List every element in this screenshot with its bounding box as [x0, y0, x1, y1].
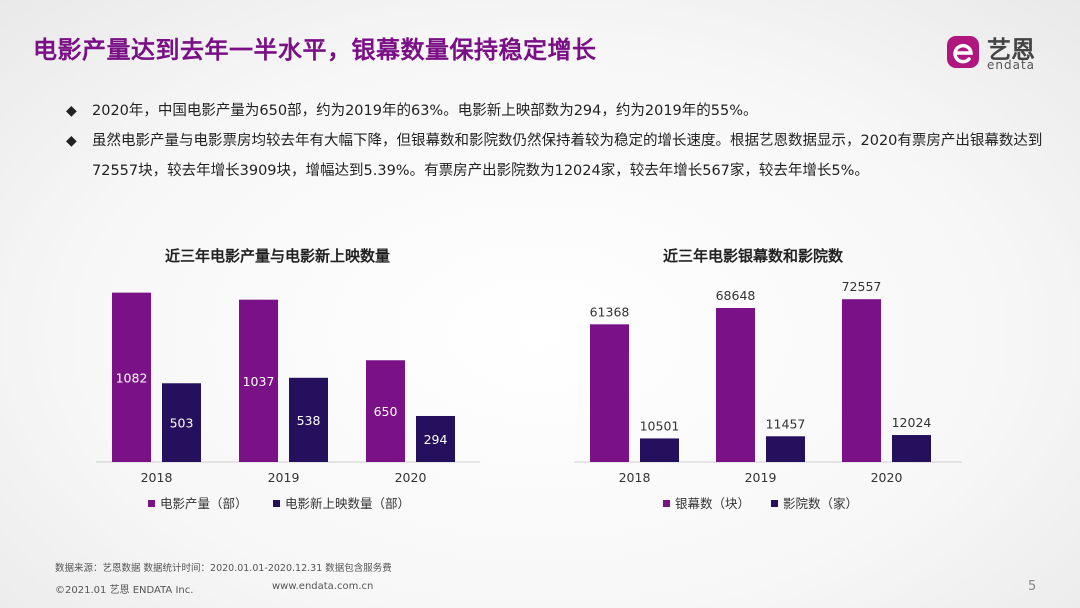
legend-label: 电影产量（部）: [160, 496, 248, 511]
x-tick-label: 2019: [268, 470, 300, 485]
logo-text-cn: 艺恩: [987, 36, 1035, 64]
data-source-note: 数据来源：艺恩数据 数据统计时间：2020.01.01-2020.12.31 数…: [55, 563, 392, 574]
legend-swatch: [148, 500, 155, 507]
data-label: 1037: [243, 374, 275, 389]
legend-swatch: [771, 500, 778, 507]
data-label: 538: [297, 413, 321, 428]
x-tick-label: 2018: [141, 470, 173, 485]
bullet-text: 2020年，中国电影产量为650部，约为2019年的63%。电影新上映部数为29…: [92, 103, 758, 119]
endata-logo-icon: [947, 36, 979, 68]
legend-label: 影院数（家）: [783, 496, 858, 511]
bullet-text: 虽然电影产量与电影票房均较去年有大幅下降，但银幕数和影院数仍然保持着较为稳定的增…: [92, 133, 1043, 179]
x-tick-label: 2020: [395, 470, 427, 485]
data-label: 1082: [116, 370, 148, 385]
data-label: 294: [424, 432, 448, 447]
legend-swatch: [663, 500, 670, 507]
bar-2020-series1: [892, 435, 931, 462]
screens-chart: 61368 10501 2018 68648 11457 2019 72557 12024 20…: [574, 279, 962, 511]
production-chart: 1082 503 2018 1037 538 2019 650 294 2020 电影产量（部） 电…: [96, 292, 480, 511]
bar-2019-series1: [766, 436, 805, 462]
bullet-list: ◆ 2020年，中国电影产量为650部，约为2019年的63%。电影新上映部数为…: [66, 96, 1046, 186]
website-url[interactable]: www.endata.com.cn: [272, 581, 374, 592]
data-label: 68648: [716, 288, 756, 303]
data-label: 11457: [766, 416, 806, 431]
bar-2020-series1: [416, 415, 455, 462]
bar-2018-series0: [112, 292, 151, 462]
endata-logo: 艺恩 endata: [945, 28, 1055, 76]
bar-2020-series0: [842, 299, 881, 462]
bullet-item: ◆ 虽然电影产量与电影票房均较去年有大幅下降，但银幕数和影院数仍然保持着较为稳定…: [66, 126, 1046, 186]
legend-label: 电影新上映数量（部）: [285, 496, 410, 511]
bar-2018-series1: [162, 383, 201, 462]
legend-swatch: [273, 500, 280, 507]
bar-2019-series1: [289, 377, 328, 462]
x-tick-label: 2020: [871, 470, 903, 485]
bar-2018-series1: [640, 438, 679, 462]
data-label: 650: [374, 404, 398, 419]
x-tick-label: 2018: [619, 470, 651, 485]
x-tick-label: 2019: [745, 470, 777, 485]
data-label: 72557: [842, 279, 882, 294]
bar-2018-series0: [590, 324, 629, 462]
bullet-item: ◆ 2020年，中国电影产量为650部，约为2019年的63%。电影新上映部数为…: [66, 96, 1046, 126]
slide-title: 电影产量达到去年一半水平，银幕数量保持稳定增长: [33, 36, 597, 64]
chart-title-production: 近三年电影产量与电影新上映数量: [165, 247, 391, 265]
bar-2019-series0: [239, 299, 278, 462]
data-label: 61368: [590, 304, 630, 319]
data-label: 12024: [892, 415, 932, 430]
data-label: 503: [170, 416, 194, 431]
bar-2019-series0: [716, 307, 755, 462]
bar-2020-series0: [366, 360, 405, 462]
data-label: 10501: [640, 418, 680, 433]
diamond-bullet-icon: ◆: [66, 103, 77, 119]
diamond-bullet-icon: ◆: [66, 133, 77, 149]
chart-title-screens: 近三年电影银幕数和影院数: [663, 247, 844, 265]
legend-label: 银幕数（块）: [675, 496, 750, 511]
copyright: ©2021.01 艺恩 ENDATA Inc.: [55, 585, 194, 596]
logo-text-en: endata: [987, 58, 1036, 72]
page-number: 5: [1028, 579, 1037, 594]
